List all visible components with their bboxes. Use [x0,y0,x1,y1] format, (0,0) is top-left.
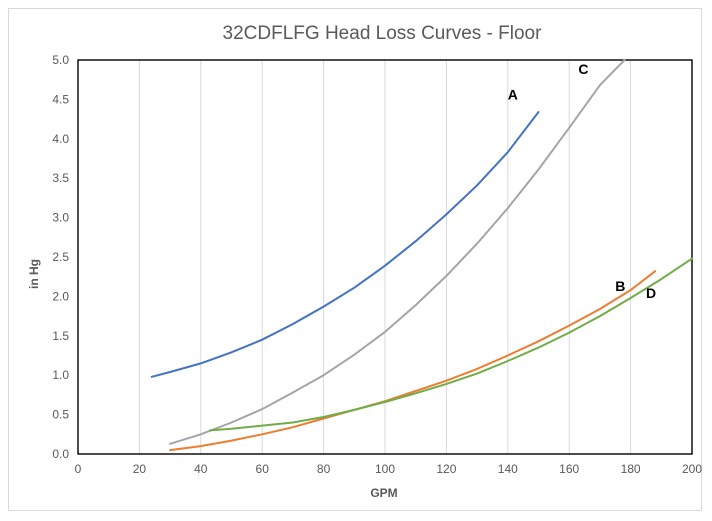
x-tick-label: 100 [375,462,395,476]
x-tick-label: 200 [682,462,702,476]
y-tick-label: 5.0 [52,53,69,67]
x-tick-label: 40 [194,462,208,476]
x-axis-label: GPM [370,486,397,500]
y-tick-label: 3.0 [52,211,69,225]
x-tick-label: 0 [75,462,82,476]
y-tick-label: 0.0 [52,447,69,461]
x-tick-label: 60 [256,462,270,476]
x-tick-label: 20 [133,462,147,476]
series-line-d [209,257,693,432]
plot-border [77,59,693,455]
y-tick-label: 0.5 [52,408,69,422]
x-tick-label: 180 [621,462,641,476]
chart-title: 32CDFLFG Head Loss Curves - Floor [223,23,543,44]
curve-label-a: A [508,86,518,102]
curve-label-c: C [578,61,588,77]
grid-lines [138,60,632,454]
y-tick-label: 2.5 [52,250,69,264]
x-tick-label: 120 [436,462,456,476]
series-line-c [169,59,626,445]
x-tick-label: 80 [317,462,331,476]
x-tick-label: 160 [559,462,579,476]
y-tick-label: 1.0 [52,368,69,382]
y-tick-label: 1.5 [52,329,69,343]
y-tick-label: 4.5 [52,92,69,106]
x-tick-label: 140 [498,462,518,476]
chart-frame [8,8,702,511]
tick-labels: 0 20 40 60 80 100 120 140 160 180 200 0.0 0.5 1.0 1.5 2… [52,53,702,476]
curve-label-d: D [646,285,656,301]
series-group [150,59,693,452]
y-axis-label: in Hg [27,259,41,289]
y-tick-label: 4.0 [52,132,69,146]
curve-labels: A B C D [508,61,656,301]
curve-label-b: B [615,278,625,294]
series-line-a [150,111,540,378]
y-tick-label: 3.5 [52,171,69,185]
y-tick-label: 2.0 [52,289,69,303]
series-line-b [169,270,657,452]
plot-area [77,59,693,455]
